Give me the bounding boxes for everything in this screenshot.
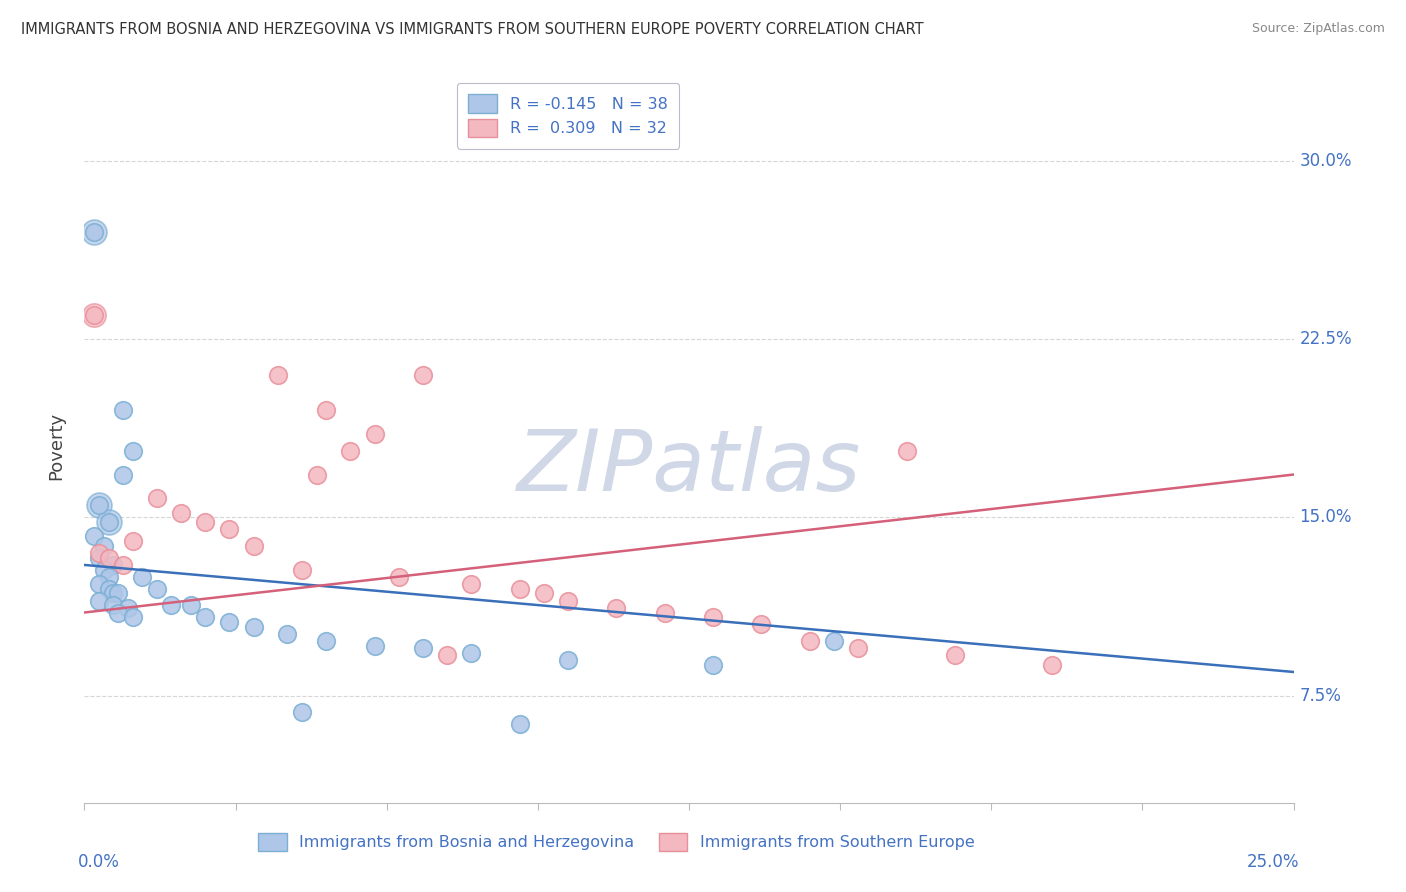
Point [194,610,217,624]
Point [121,443,143,458]
Point [557,593,579,607]
Text: IMMIGRANTS FROM BOSNIA AND HERZEGOVINA VS IMMIGRANTS FROM SOUTHERN EUROPE POVERT: IMMIGRANTS FROM BOSNIA AND HERZEGOVINA V… [21,22,924,37]
Text: 25.0%: 25.0% [1247,853,1299,871]
Point [460,577,482,591]
Point [276,627,298,641]
Point [291,563,314,577]
Point [751,617,773,632]
Point [460,646,482,660]
Point [103,599,125,613]
Point [87,593,110,607]
Point [117,600,139,615]
Point [846,641,869,656]
Point [87,546,110,560]
Point [305,467,328,482]
Point [112,558,135,572]
Point [121,534,143,549]
Point [160,599,183,613]
Point [218,615,240,629]
Point [799,634,821,648]
Point [194,515,217,529]
Point [146,491,169,506]
Text: Source: ZipAtlas.com: Source: ZipAtlas.com [1251,22,1385,36]
Point [93,539,115,553]
Point [412,368,434,382]
Y-axis label: Poverty: Poverty [48,412,66,480]
Point [412,641,434,656]
Point [112,403,135,417]
Point [943,648,966,663]
Point [107,606,129,620]
Text: 22.5%: 22.5% [1299,330,1353,348]
Point [533,586,555,600]
Point [291,706,314,720]
Point [146,582,169,596]
Point [363,639,385,653]
Point [557,653,579,667]
Point [388,570,411,584]
Point [654,606,676,620]
Point [83,225,105,239]
Point [87,577,110,591]
Point [103,558,125,572]
Point [87,499,110,513]
Point [509,582,531,596]
Point [97,582,120,596]
Point [267,368,290,382]
Legend: Immigrants from Bosnia and Herzegovina, Immigrants from Southern Europe: Immigrants from Bosnia and Herzegovina, … [250,824,983,859]
Point [896,443,918,458]
Text: 30.0%: 30.0% [1299,152,1353,169]
Text: 0.0%: 0.0% [79,853,120,871]
Point [1040,657,1063,672]
Point [180,599,202,613]
Point [83,308,105,322]
Point [339,443,361,458]
Point [131,570,153,584]
Point [363,427,385,442]
Point [103,586,125,600]
Point [702,610,724,624]
Point [702,657,724,672]
Point [107,586,129,600]
Point [315,634,337,648]
Point [87,550,110,565]
Point [87,499,110,513]
Point [605,600,627,615]
Point [242,539,264,553]
Point [83,308,105,322]
Point [83,529,105,543]
Point [83,225,105,239]
Text: 7.5%: 7.5% [1299,687,1341,705]
Point [218,522,240,536]
Point [509,717,531,731]
Point [97,550,120,565]
Point [121,610,143,624]
Point [436,648,458,663]
Text: 15.0%: 15.0% [1299,508,1353,526]
Point [97,515,120,529]
Point [93,563,115,577]
Text: ZIPatlas: ZIPatlas [517,425,860,509]
Point [112,467,135,482]
Point [170,506,193,520]
Point [97,515,120,529]
Point [97,570,120,584]
Point [242,620,264,634]
Point [823,634,845,648]
Point [315,403,337,417]
